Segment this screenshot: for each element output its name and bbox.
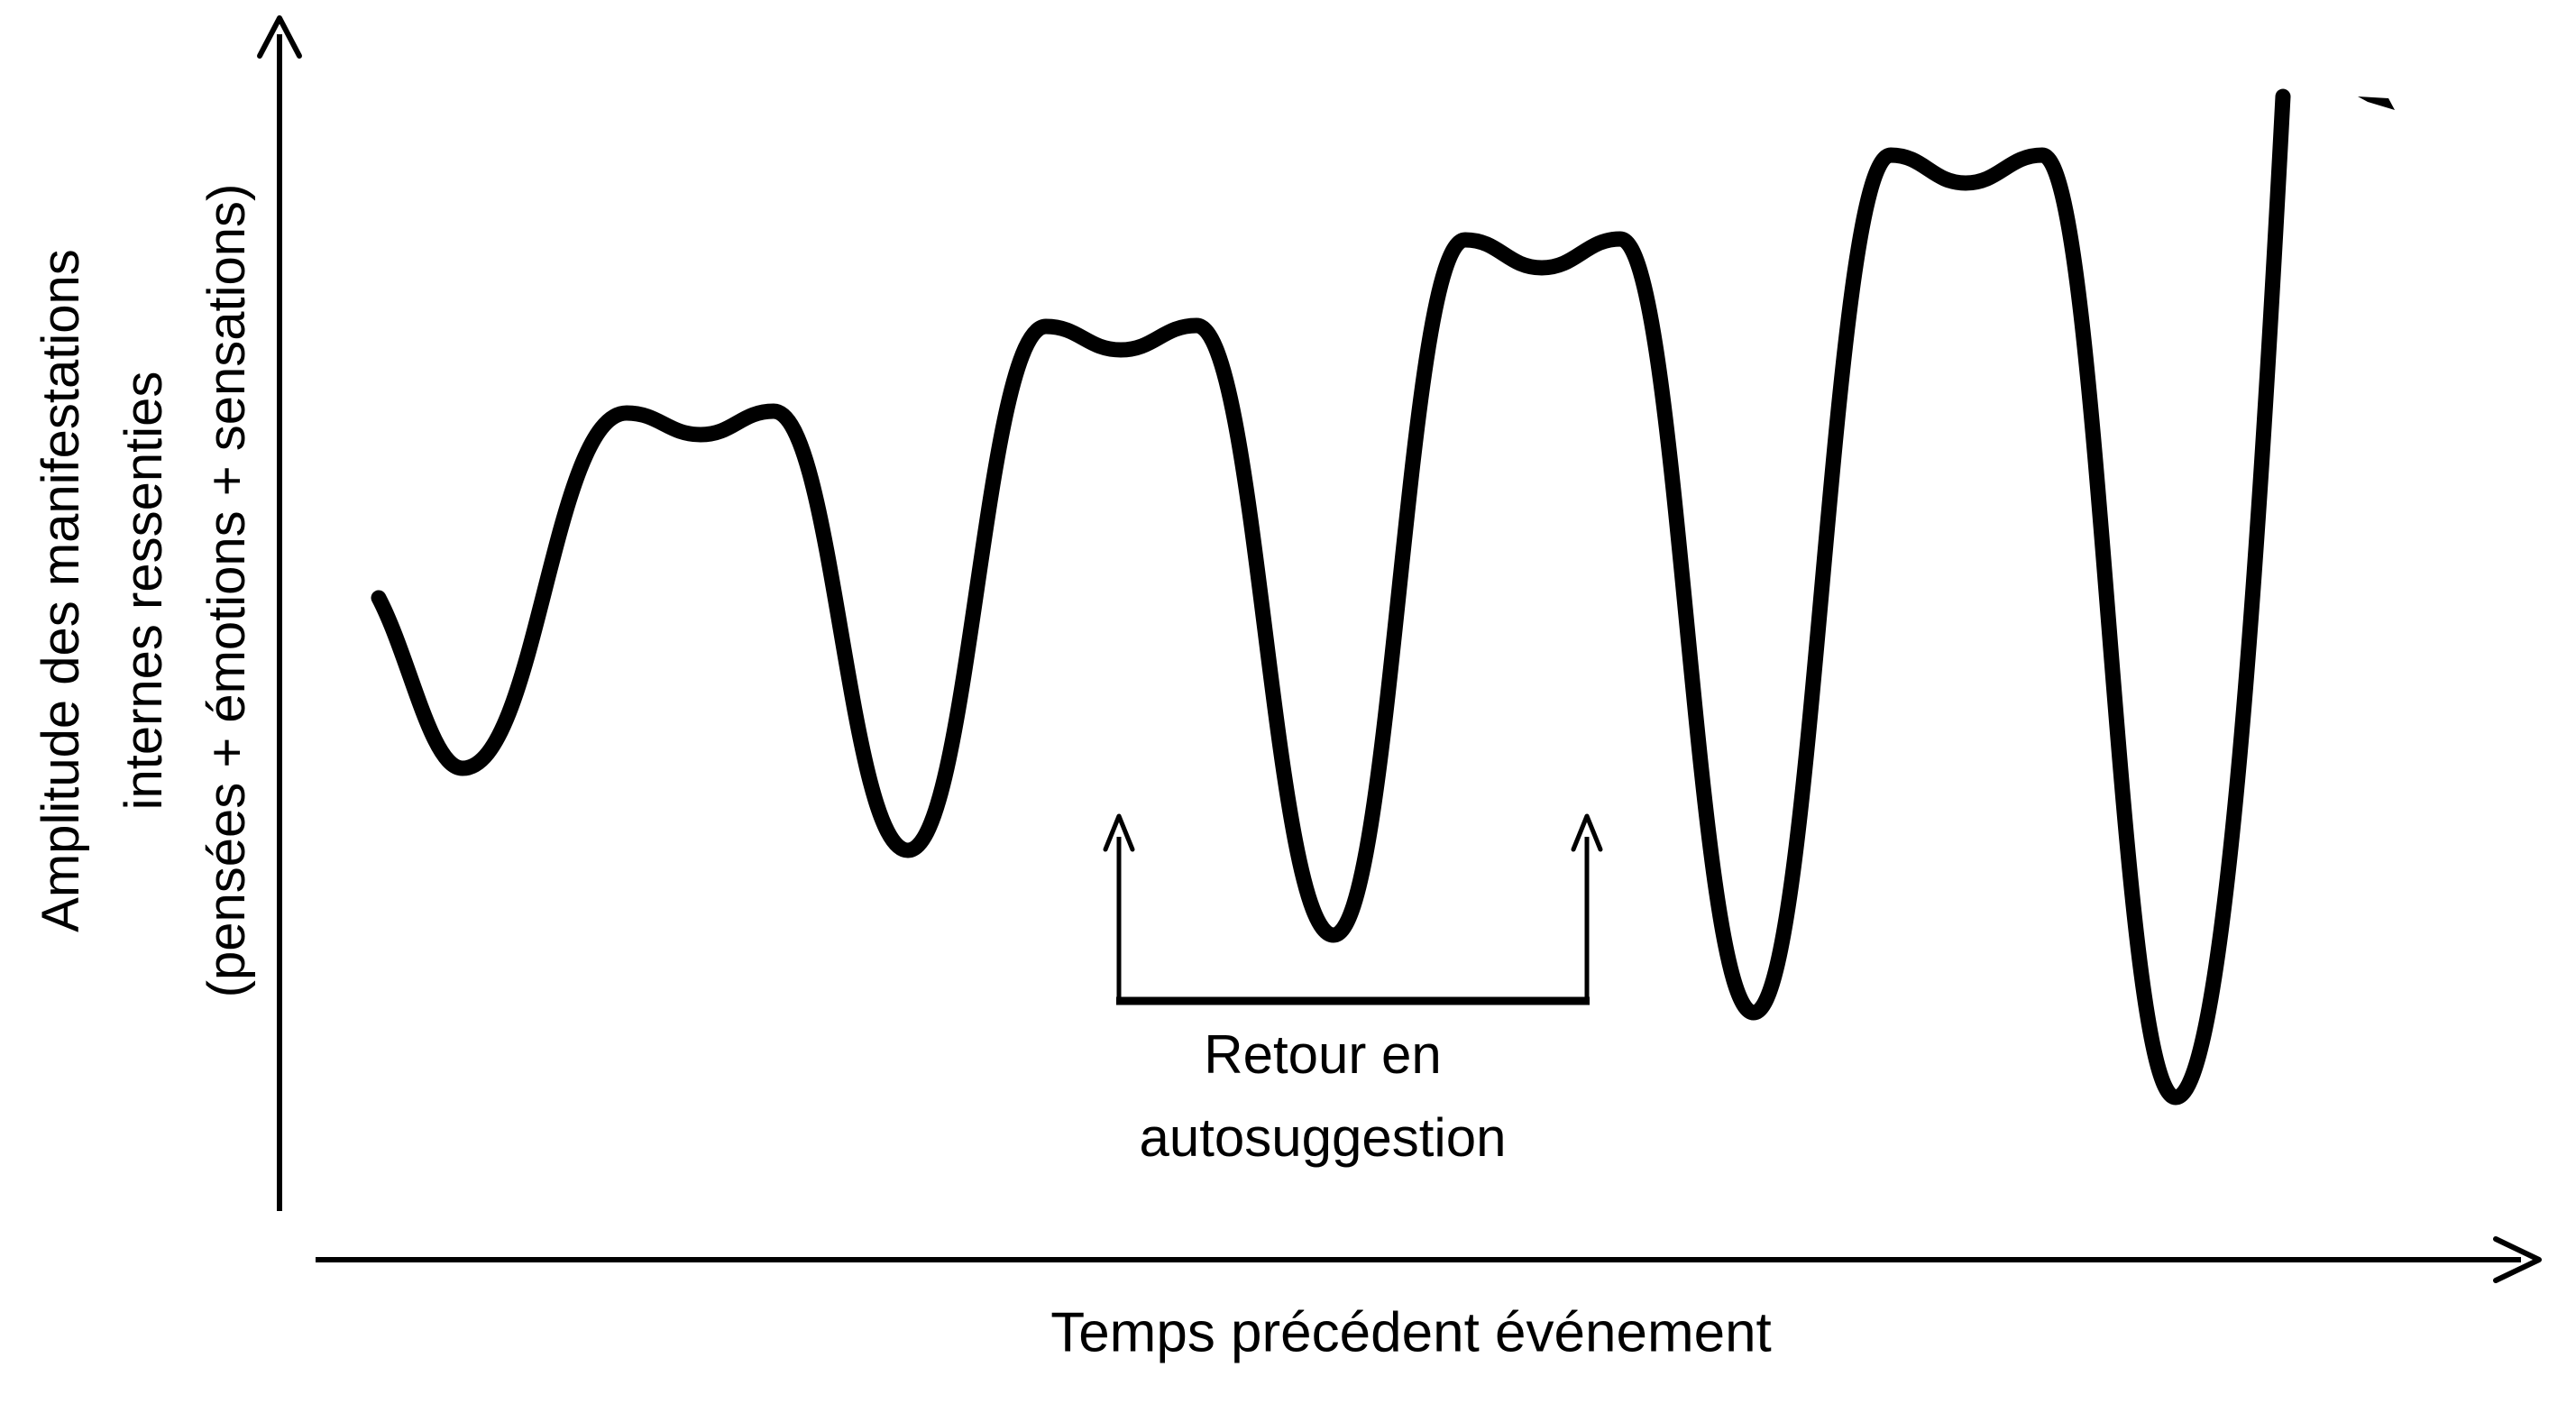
annotation-retour-autosuggestion: Retour en autosuggestion [1140,1014,1507,1179]
curve-fragment-tick [2358,96,2395,110]
y-axis-label-line-1: Amplitude des manifestations [32,249,90,932]
annotation-line-1: Retour en [1204,1024,1442,1085]
bracket-left-up-arrow-icon [1103,813,1135,852]
x-axis-arrow-icon [2493,1236,2542,1283]
y-axis-arrow-icon [257,15,302,59]
y-axis-label-line-2: internes ressenties [115,371,173,811]
amplitude-curve [371,88,2291,1106]
annotation-line-2: autosuggestion [1139,1107,1507,1168]
y-axis-label: Amplitude des manifestations internes re… [20,0,269,1267]
x-axis-label: Temps précédent événement [1050,1301,1772,1364]
y-axis-label-line-3: (pensées + émotions + sensations) [197,183,256,998]
bracket-right-up-arrow-icon [1571,813,1603,852]
